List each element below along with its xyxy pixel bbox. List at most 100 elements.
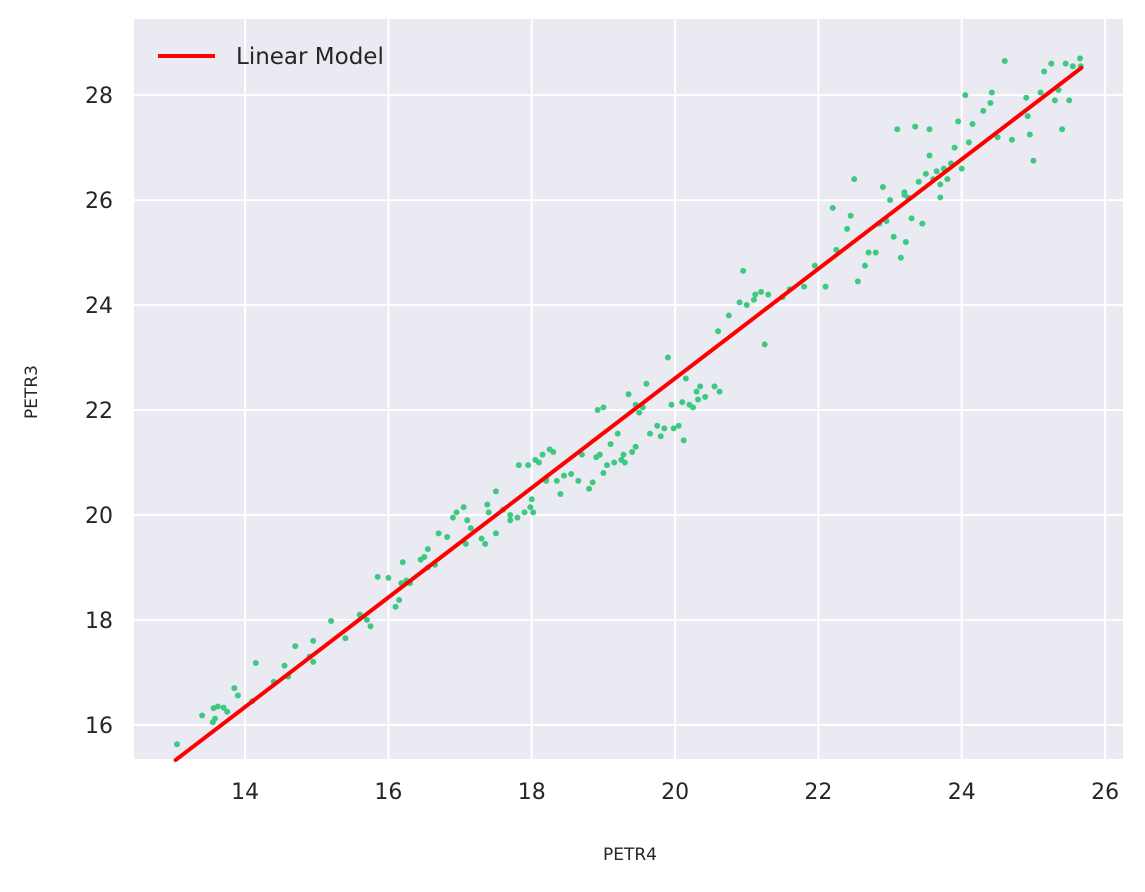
data-point <box>174 741 180 748</box>
data-point <box>1048 60 1055 67</box>
data-point <box>1037 89 1044 96</box>
data-point <box>600 404 607 411</box>
data-point <box>621 459 628 466</box>
data-point <box>690 404 696 411</box>
data-point <box>484 501 491 508</box>
data-point <box>969 120 976 127</box>
data-point <box>988 89 995 96</box>
data-point <box>937 194 944 201</box>
data-point <box>507 517 514 524</box>
data-point <box>725 312 732 319</box>
data-point <box>435 530 442 537</box>
data-point <box>851 176 858 183</box>
data-point <box>367 623 374 630</box>
data-point <box>328 617 335 624</box>
data-point <box>716 388 723 395</box>
data-point <box>829 204 836 211</box>
data-point <box>887 197 894 204</box>
y-tick-label: 28 <box>85 84 113 109</box>
data-point <box>822 283 829 290</box>
data-point <box>847 212 854 219</box>
data-point <box>399 559 406 566</box>
data-point <box>310 637 317 644</box>
data-point <box>1066 97 1073 104</box>
x-axis-label: PETR4 <box>603 845 657 865</box>
data-point <box>897 254 904 261</box>
data-point <box>220 704 227 711</box>
data-point <box>1001 57 1008 64</box>
data-point <box>661 425 668 432</box>
data-point <box>460 504 467 511</box>
regression-line-group <box>173 65 1084 763</box>
data-point <box>711 383 718 390</box>
data-point <box>292 643 299 650</box>
x-tick-label: 22 <box>804 780 832 805</box>
data-point <box>682 375 689 382</box>
data-point <box>736 299 743 306</box>
data-point <box>600 469 607 476</box>
data-point <box>586 485 593 492</box>
data-point <box>421 553 428 560</box>
y-tick-label: 16 <box>85 714 113 739</box>
data-point <box>632 443 639 450</box>
data-point <box>1008 136 1015 143</box>
data-point <box>385 574 392 581</box>
data-point <box>951 144 958 151</box>
data-point <box>680 437 687 444</box>
data-point <box>715 328 722 335</box>
data-point <box>596 451 603 458</box>
data-point <box>926 126 933 133</box>
data-point <box>557 490 564 497</box>
data-point <box>844 225 851 232</box>
data-point <box>214 703 221 710</box>
data-point <box>589 479 596 486</box>
data-point <box>528 496 535 503</box>
data-point <box>625 391 632 398</box>
data-point <box>515 462 522 469</box>
data-point <box>697 383 704 390</box>
data-point <box>310 658 317 665</box>
data-point <box>862 262 868 269</box>
data-point <box>693 388 700 395</box>
data-point <box>955 118 962 125</box>
data-point <box>872 249 879 256</box>
data-point <box>231 685 238 692</box>
data-point <box>915 178 922 185</box>
data-point <box>467 525 474 532</box>
data-point <box>342 635 349 642</box>
data-point <box>1041 68 1048 75</box>
y-tick-label: 26 <box>85 189 113 214</box>
y-tick-label: 20 <box>85 504 113 529</box>
data-point <box>758 288 765 295</box>
data-point <box>752 291 759 298</box>
data-point <box>668 401 675 408</box>
data-point <box>620 451 627 458</box>
data-point <box>462 540 469 547</box>
data-point <box>453 509 460 516</box>
data-point <box>1059 126 1066 133</box>
x-tick-label: 26 <box>1091 780 1119 805</box>
data-point <box>643 380 650 387</box>
data-point <box>553 477 560 484</box>
data-point <box>1030 157 1037 164</box>
data-point <box>485 509 492 516</box>
data-point <box>525 462 532 469</box>
data-point <box>833 246 840 253</box>
data-point <box>464 517 471 524</box>
data-point <box>750 296 757 303</box>
data-point <box>926 152 933 159</box>
data-point <box>1023 94 1030 101</box>
data-point <box>1024 113 1031 120</box>
data-point <box>743 302 750 309</box>
data-point <box>865 249 872 256</box>
data-point <box>492 530 499 537</box>
data-point <box>901 191 908 198</box>
regression-line <box>173 65 1084 763</box>
legend: Linear Model <box>158 44 384 70</box>
data-point <box>933 168 940 175</box>
data-point <box>987 99 994 106</box>
data-point <box>965 139 972 146</box>
data-point <box>492 488 499 495</box>
data-point <box>664 354 671 361</box>
